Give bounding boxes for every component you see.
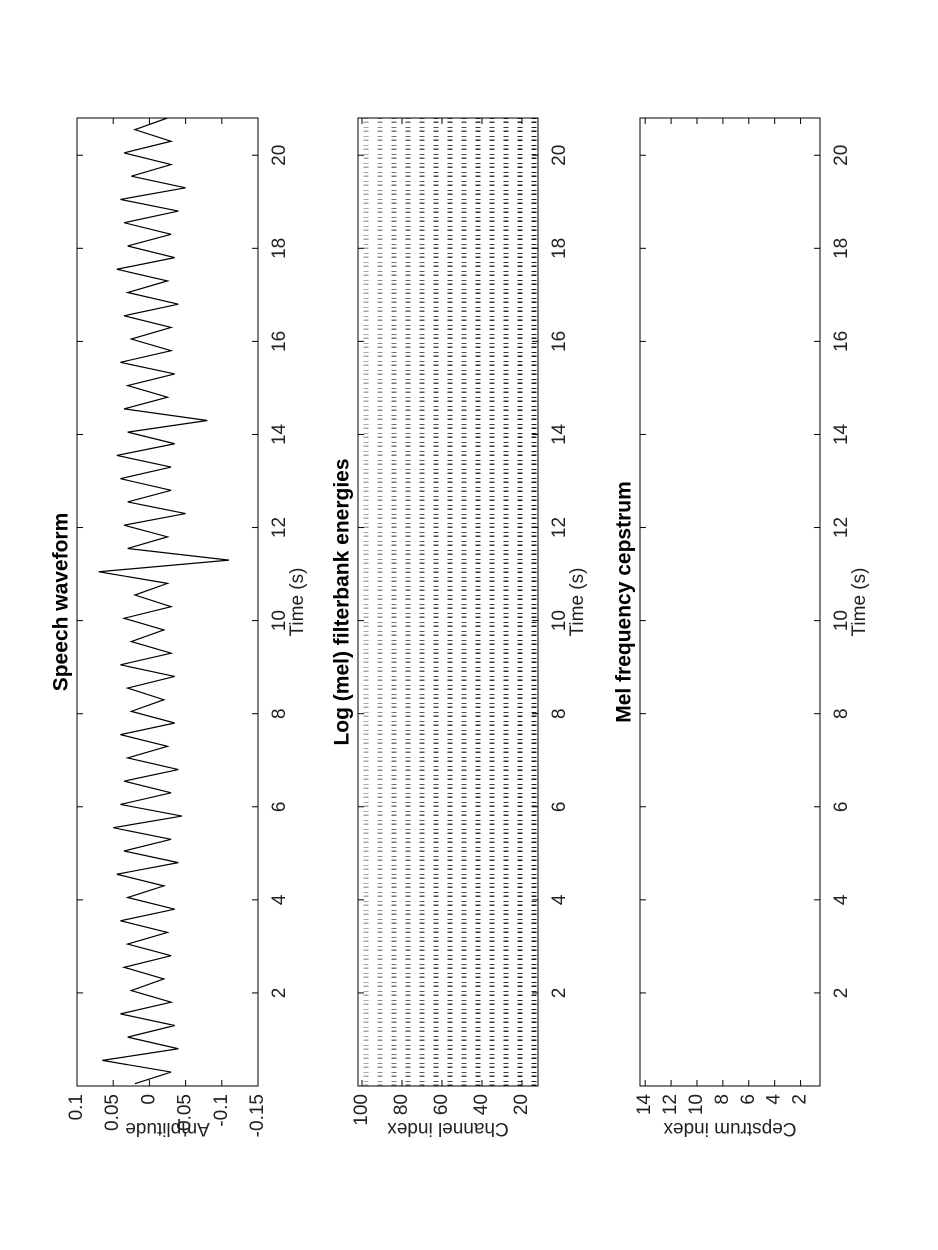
y-tick-label: 10 <box>686 1094 707 1115</box>
y-tick-label: 0.05 <box>102 1094 123 1131</box>
x-tick-label: 6 <box>269 801 290 812</box>
subplot: 2 4 6 8 10 12 14 16 18 20 20 40 60 80 100 Log (mel) fil… <box>331 117 588 1139</box>
plot-area <box>358 118 538 1086</box>
axes-box <box>76 117 259 1087</box>
x-tick-label: 2 <box>549 988 570 999</box>
y-tick-label: 0.1 <box>66 1094 87 1120</box>
x-tick-label: 8 <box>269 708 290 719</box>
waveform <box>98 117 230 1085</box>
x-tick-label: 20 <box>269 145 290 166</box>
subplot-title: Log (mel) filterbank energies <box>331 458 354 745</box>
x-axis-label: Time (s) <box>849 568 870 637</box>
x-tick-label: 10 <box>269 610 290 631</box>
rotated-figure: 2468101214161820-0.15-0.1-0.0500.050.1Sp… <box>50 117 870 1139</box>
y-tick-label: 0 <box>138 1094 159 1105</box>
x-tick-label: 6 <box>549 801 570 812</box>
x-tick-label: 8 <box>549 708 570 719</box>
y-tick-label: 20 <box>511 1094 532 1115</box>
y-tick-label: 14 <box>634 1094 655 1116</box>
x-tick-label: 20 <box>549 145 570 166</box>
plot-area <box>640 118 820 1086</box>
y-tick-label: 6 <box>738 1094 759 1105</box>
x-axis-label: Time (s) <box>567 568 588 637</box>
x-tick-label: 12 <box>831 517 852 538</box>
subplot-title: Mel frequency cepstrum <box>613 481 636 723</box>
x-tick-label: 12 <box>269 517 290 538</box>
y-tick-label: 8 <box>712 1094 733 1105</box>
x-tick-label: 2 <box>831 988 852 999</box>
y-tick-label: 100 <box>351 1094 372 1126</box>
x-tick-label: 18 <box>549 238 570 259</box>
y-tick-label: 80 <box>391 1094 412 1115</box>
x-tick-label: 16 <box>549 331 570 352</box>
y-tick-label: 2 <box>790 1094 811 1105</box>
y-tick-label: 12 <box>660 1094 681 1115</box>
x-tick-label: 10 <box>831 610 852 631</box>
subplot-title: Speech waveform <box>50 513 73 692</box>
y-axis-label: Channel index <box>387 1118 509 1139</box>
x-tick-label: 18 <box>831 238 852 259</box>
subplot: 2 4 6 8 10 12 14 16 18 20 -0.15 -0.1 -0.05 0 0.05 0.1 Sp… <box>50 117 308 1139</box>
x-tick-label: 16 <box>269 331 290 352</box>
y-tick-label: -0.1 <box>211 1094 232 1127</box>
x-tick-label: 6 <box>831 801 852 812</box>
y-tick-label: 60 <box>431 1094 452 1115</box>
y-axis-label: Cepstrum index <box>663 1118 797 1139</box>
y-tick-label: -0.15 <box>247 1094 268 1137</box>
x-tick-label: 20 <box>831 145 852 166</box>
x-tick-label: 8 <box>831 708 852 719</box>
x-tick-label: 4 <box>831 894 852 905</box>
plot-area <box>77 118 258 1086</box>
x-tick-label: 12 <box>549 517 570 538</box>
y-tick-label: 4 <box>764 1094 785 1105</box>
y-axis-label: Amplitude <box>125 1118 210 1139</box>
x-tick-label: 14 <box>269 423 290 445</box>
axes-box <box>639 117 821 1087</box>
x-tick-label: 4 <box>269 894 290 905</box>
x-tick-label: 14 <box>549 423 570 445</box>
axes-box <box>357 117 539 1087</box>
x-tick-label: 16 <box>831 331 852 352</box>
x-tick-label: 14 <box>831 423 852 445</box>
x-tick-label: 10 <box>549 610 570 631</box>
x-tick-label: 18 <box>269 238 290 259</box>
y-tick-label: -0.05 <box>175 1094 196 1137</box>
x-tick-label: 2 <box>269 988 290 999</box>
x-axis-label: Time (s) <box>287 568 308 637</box>
y-tick-label: 40 <box>471 1094 492 1115</box>
x-tick-label: 4 <box>549 894 570 905</box>
